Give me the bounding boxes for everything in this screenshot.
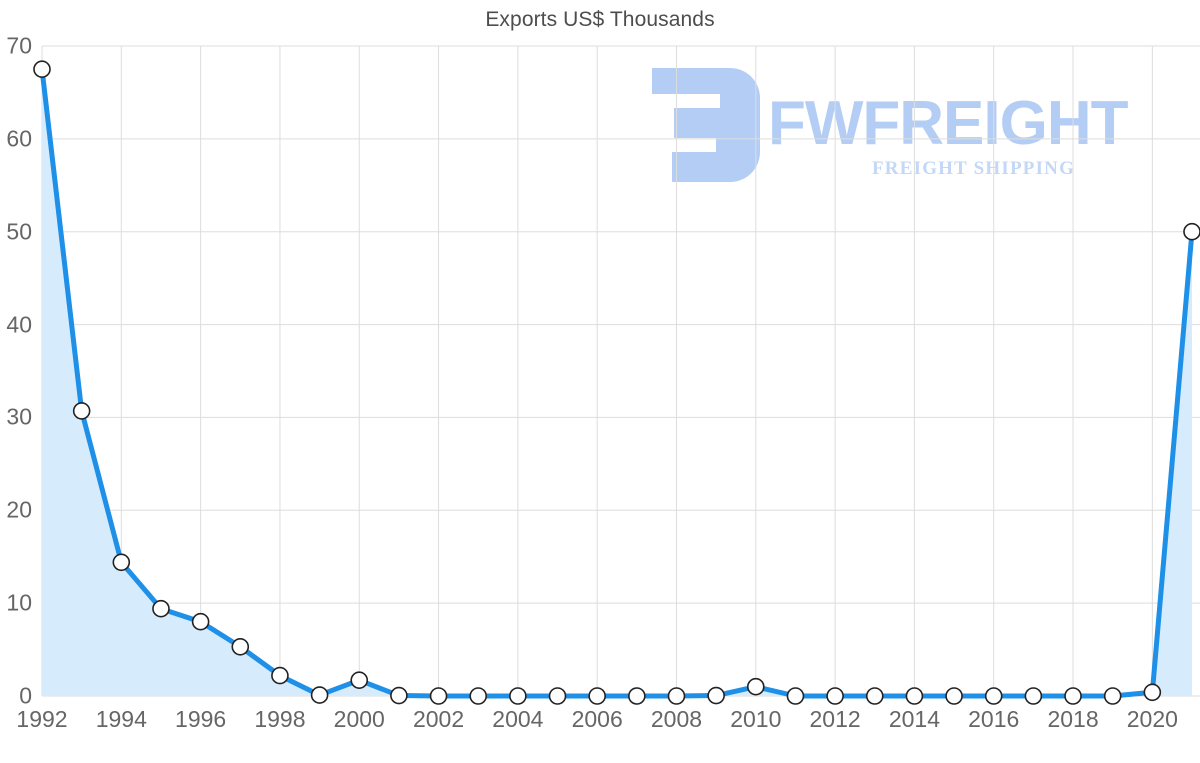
data-point-marker[interactable] bbox=[667, 687, 686, 705]
data-point-marker[interactable] bbox=[72, 402, 91, 420]
data-point-marker[interactable] bbox=[271, 666, 289, 685]
x-axis-tick-label: 2004 bbox=[492, 706, 544, 732]
y-axis-tick-label: 70 bbox=[6, 32, 32, 59]
data-point-marker[interactable] bbox=[548, 687, 567, 705]
data-point-marker[interactable] bbox=[826, 687, 844, 705]
y-axis-tick-label: 20 bbox=[6, 496, 32, 523]
data-point-marker[interactable] bbox=[33, 60, 51, 79]
data-point-marker[interactable] bbox=[628, 687, 646, 705]
y-axis-tick-label: 10 bbox=[6, 589, 32, 616]
chart-title: Exports US$ Thousands bbox=[485, 8, 715, 31]
x-axis-tick-label: 2020 bbox=[1126, 706, 1178, 732]
data-point-marker[interactable] bbox=[905, 687, 924, 705]
data-point-marker[interactable] bbox=[1183, 222, 1200, 241]
data-point-marker[interactable] bbox=[707, 686, 725, 705]
data-point-marker[interactable] bbox=[865, 687, 884, 705]
data-point-marker[interactable] bbox=[191, 612, 210, 631]
x-axis-tick-label: 2012 bbox=[809, 706, 861, 732]
data-point-marker[interactable] bbox=[429, 687, 448, 705]
x-axis-tick-label: 1992 bbox=[16, 706, 68, 732]
y-axis-tick-label: 30 bbox=[6, 403, 32, 430]
x-axis-tick-label: 2006 bbox=[571, 706, 623, 732]
data-point-marker[interactable] bbox=[746, 677, 765, 696]
x-axis-tick-label: 2000 bbox=[333, 706, 385, 732]
data-point-marker[interactable] bbox=[469, 687, 488, 705]
data-point-marker[interactable] bbox=[310, 686, 329, 704]
y-axis-tick-label: 0 bbox=[19, 682, 32, 709]
data-point-marker[interactable] bbox=[588, 687, 606, 705]
data-point-marker[interactable] bbox=[984, 687, 1003, 705]
x-axis-tick-label: 1994 bbox=[95, 706, 147, 732]
y-axis-tick-label: 60 bbox=[6, 125, 32, 152]
series-markers bbox=[33, 60, 1200, 705]
grid-lines bbox=[41, 45, 1200, 697]
data-point-marker[interactable] bbox=[1064, 687, 1082, 705]
x-axis-tick-label: 2002 bbox=[412, 706, 465, 732]
y-axis-tick-label: 40 bbox=[6, 311, 32, 338]
data-point-marker[interactable] bbox=[786, 687, 805, 705]
x-axis-tick-label: 1998 bbox=[254, 706, 306, 732]
x-axis-tick-label: 2016 bbox=[968, 706, 1020, 732]
data-point-marker[interactable] bbox=[1103, 687, 1122, 705]
series-line bbox=[39, 66, 1195, 699]
data-point-marker[interactable] bbox=[509, 687, 527, 705]
x-axis-tick-label: 2014 bbox=[888, 706, 940, 732]
x-axis-tick-label: 2008 bbox=[650, 706, 703, 732]
data-point-marker[interactable] bbox=[945, 687, 963, 705]
series-area-fill bbox=[42, 69, 1192, 696]
data-point-marker[interactable] bbox=[350, 671, 369, 690]
x-axis-tick-label: 2010 bbox=[730, 706, 782, 732]
data-point-marker[interactable] bbox=[152, 599, 170, 618]
x-axis-tick-label: 2018 bbox=[1047, 706, 1099, 732]
x-axis-tick-label: 1996 bbox=[175, 706, 227, 732]
data-point-marker[interactable] bbox=[231, 637, 250, 656]
data-point-marker[interactable] bbox=[112, 553, 131, 572]
y-axis-tick-label: 50 bbox=[6, 218, 32, 245]
data-point-marker[interactable] bbox=[1024, 687, 1043, 705]
data-point-marker[interactable] bbox=[1143, 683, 1162, 702]
data-point-marker[interactable] bbox=[390, 686, 408, 705]
